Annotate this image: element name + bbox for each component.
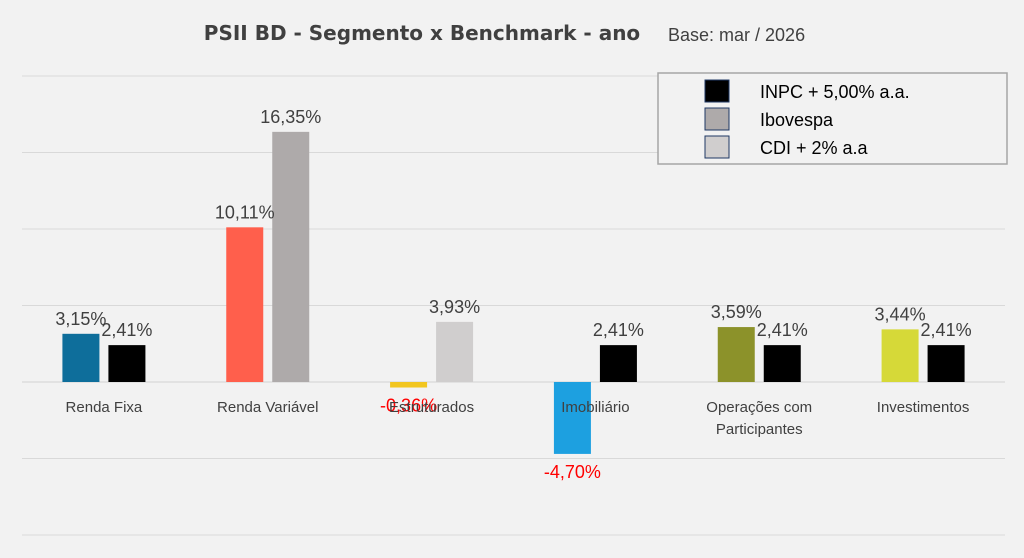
bars <box>62 131 965 454</box>
category-label-5: Investimentos <box>877 399 970 416</box>
legend-label-inpc: INPC + 5,00% a.a. <box>760 82 910 102</box>
gridlines <box>22 75 1005 536</box>
bar-benchmark-0 <box>108 345 146 382</box>
legend-label-cdi: CDI + 2% a.a <box>760 138 869 158</box>
legend: INPC + 5,00% a.a. Ibovespa CDI + 2% a.a <box>657 72 1008 165</box>
bar-segment-3 <box>553 382 591 454</box>
bar-benchmark-2 <box>436 321 474 382</box>
data-label-segment-2: -0,36% <box>380 396 437 416</box>
data-label-segment-0: 3,15% <box>55 309 106 329</box>
legend-swatch-ibovespa <box>704 107 730 131</box>
bar-segment-1 <box>226 227 264 382</box>
legend-swatch-cdi <box>704 135 730 159</box>
chart-title: PSII BD - Segmento x Benchmark - ano <box>204 21 640 45</box>
category-label-4-0: Operações com <box>706 399 812 416</box>
bar-segment-5 <box>881 329 919 382</box>
category-label-0: Renda Fixa <box>66 399 143 416</box>
data-label-benchmark-4: 2,41% <box>757 320 808 340</box>
data-label-benchmark-1: 16,35% <box>260 107 321 127</box>
bar-segment-2 <box>390 382 428 388</box>
bar-benchmark-1 <box>272 131 310 382</box>
category-label-2: Estruturados <box>389 399 474 416</box>
category-label-3: Imobiliário <box>561 399 629 416</box>
data-label-segment-4: 3,59% <box>711 302 762 322</box>
data-label-benchmark-3: 2,41% <box>593 320 644 340</box>
data-label-benchmark-0: 2,41% <box>101 320 152 340</box>
data-label-segment-1: 10,11% <box>215 202 275 222</box>
bar-benchmark-4 <box>763 345 801 382</box>
bar-segment-4 <box>717 327 755 382</box>
data-label-segment-3: -4,70% <box>544 462 601 482</box>
bar-benchmark-5 <box>927 345 965 382</box>
data-label-benchmark-2: 3,93% <box>429 297 480 317</box>
legend-swatch-inpc <box>704 79 730 103</box>
bar-benchmark-3 <box>599 345 637 382</box>
bar-segment-0 <box>62 333 100 382</box>
category-label-1: Renda Variável <box>217 399 318 416</box>
legend-label-ibovespa: Ibovespa <box>760 110 834 130</box>
data-label-benchmark-5: 2,41% <box>921 320 972 340</box>
data-label-segment-5: 3,44% <box>875 304 926 324</box>
chart-subtitle: Base: mar / 2026 <box>668 25 805 45</box>
data-labels: 3,15%2,41%10,11%16,35%-0,36%3,93%-4,70%2… <box>55 107 971 482</box>
category-label-4-1: Participantes <box>716 421 803 438</box>
category-labels: Renda Fixa Renda Variável Estruturados Imob… <box>66 399 970 438</box>
